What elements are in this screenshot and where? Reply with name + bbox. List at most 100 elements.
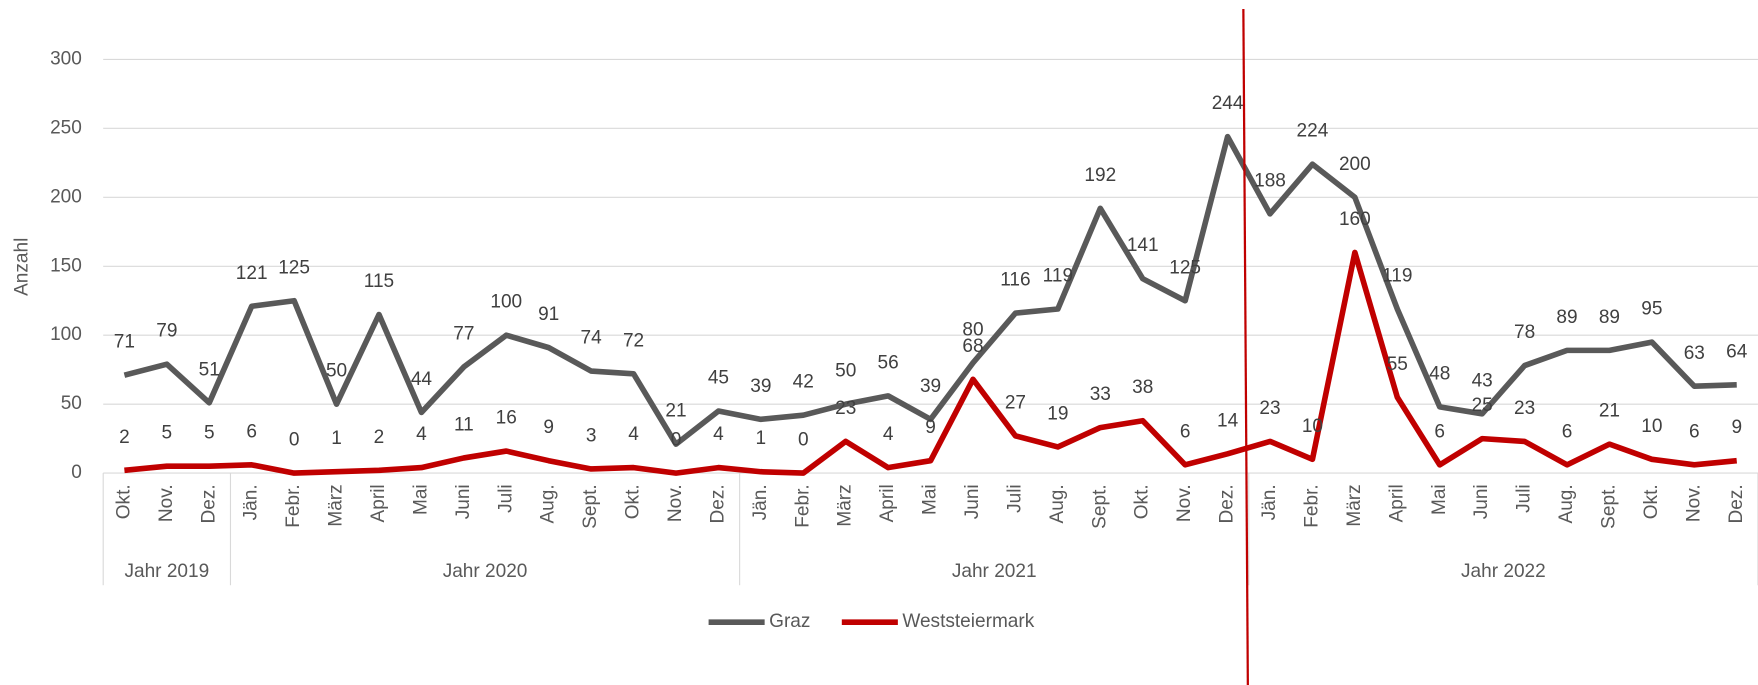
data-label: 21: [665, 401, 686, 422]
data-label: 0: [671, 430, 682, 451]
data-label: 43: [1472, 370, 1493, 391]
data-label: 33: [1090, 384, 1111, 405]
x-tick-label: Aug.: [1556, 484, 1577, 523]
x-tick-label: Okt.: [623, 484, 644, 519]
data-label: 55: [1387, 354, 1408, 375]
data-label: 6: [1562, 421, 1573, 442]
data-label: 19: [1047, 403, 1068, 424]
data-label: 2: [119, 427, 130, 448]
data-label: 0: [798, 430, 809, 451]
x-tick-label: Juni: [962, 484, 983, 519]
data-label: 5: [162, 423, 173, 444]
x-tick-label: Sept.: [1089, 484, 1110, 528]
legend-label: Graz: [769, 611, 810, 632]
data-label: 44: [411, 369, 433, 390]
x-tick-label: Juli: [495, 484, 516, 513]
data-label: 160: [1339, 209, 1371, 230]
data-label: 4: [713, 424, 724, 445]
x-tick-label: Dez.: [198, 484, 219, 523]
data-label: 0: [289, 430, 300, 451]
x-tick-label: April: [877, 484, 898, 522]
data-label: 23: [1514, 398, 1535, 419]
data-label: 10: [1302, 416, 1323, 437]
data-label: 72: [623, 330, 644, 351]
x-tick-label: Jän.: [750, 484, 771, 520]
data-label: 27: [1005, 392, 1026, 413]
x-tick-label: Okt.: [1641, 484, 1662, 519]
data-label: 39: [750, 376, 771, 397]
y-tick-label: 50: [61, 393, 82, 414]
data-label: 9: [543, 417, 554, 438]
data-label: 1: [331, 428, 342, 449]
data-label: 6: [1180, 421, 1191, 442]
data-label: 91: [538, 304, 559, 325]
group-label: Jahr 2021: [952, 561, 1037, 582]
data-label: 89: [1556, 307, 1577, 328]
x-tick-label: Jän.: [1259, 484, 1280, 520]
y-tick-label: 200: [50, 186, 82, 207]
legend-label: Weststeiermark: [902, 611, 1034, 632]
data-label: 71: [114, 332, 135, 353]
data-label: 63: [1684, 343, 1705, 364]
group-label: Jahr 2020: [443, 561, 528, 582]
series-line: [124, 249, 1738, 476]
data-label: 42: [793, 372, 814, 393]
data-label: 121: [236, 263, 268, 284]
x-tick-label: März: [326, 484, 347, 526]
x-tick-label: Juni: [453, 484, 474, 519]
data-label: 39: [920, 376, 941, 397]
data-label: 116: [1000, 270, 1030, 291]
y-axis-title: Anzahl: [12, 238, 33, 296]
data-label: 21: [1599, 401, 1620, 422]
x-tick-label: Juni: [1471, 484, 1492, 519]
data-label: 100: [490, 292, 522, 313]
y-tick-label: 0: [71, 462, 82, 483]
data-label: 1: [756, 428, 767, 449]
data-label: 50: [326, 361, 347, 382]
data-label: 3: [586, 425, 597, 446]
data-label: 115: [364, 271, 394, 292]
data-label: 200: [1339, 154, 1371, 175]
y-tick-label: 300: [50, 48, 82, 69]
group-label: Jahr 2022: [1461, 561, 1546, 582]
marker-line: [1242, 8, 1249, 685]
data-label: 244: [1212, 93, 1244, 114]
data-label: 5: [204, 423, 215, 444]
data-label: 11: [454, 414, 474, 435]
data-label: 79: [156, 321, 177, 342]
data-label: 9: [925, 417, 936, 438]
data-label: 38: [1132, 377, 1153, 398]
data-label: 4: [416, 424, 427, 445]
data-label: 14: [1217, 410, 1239, 431]
x-tick-label: Jän.: [241, 484, 262, 520]
x-tick-label: Juli: [1004, 484, 1025, 513]
x-tick-label: Mai: [410, 484, 431, 515]
x-tick-label: Dez.: [707, 484, 728, 523]
data-label: 4: [628, 424, 639, 445]
data-label: 16: [496, 408, 517, 429]
data-label: 74: [581, 328, 603, 349]
x-tick-label: Febr.: [283, 484, 304, 527]
y-tick-label: 100: [50, 324, 82, 345]
data-label: 78: [1514, 322, 1535, 343]
group-label: Jahr 2019: [124, 561, 209, 582]
x-tick-label: Nov.: [665, 484, 686, 522]
data-label: 56: [878, 352, 899, 373]
data-label: 141: [1127, 235, 1159, 256]
data-label: 45: [708, 368, 729, 389]
data-label: 119: [1043, 266, 1073, 287]
data-label: 4: [883, 424, 894, 445]
x-tick-label: März: [1344, 484, 1365, 526]
data-label: 51: [199, 359, 220, 380]
x-tick-label: Nov.: [1174, 484, 1195, 522]
x-tick-label: April: [1386, 484, 1407, 522]
x-tick-label: Okt.: [113, 484, 134, 519]
data-label: 89: [1599, 307, 1620, 328]
x-tick-label: März: [835, 484, 856, 526]
x-tick-label: Okt.: [1132, 484, 1153, 519]
data-label: 80: [962, 319, 983, 340]
x-tick-label: Sept.: [1598, 484, 1619, 528]
data-label: 2: [374, 427, 385, 448]
